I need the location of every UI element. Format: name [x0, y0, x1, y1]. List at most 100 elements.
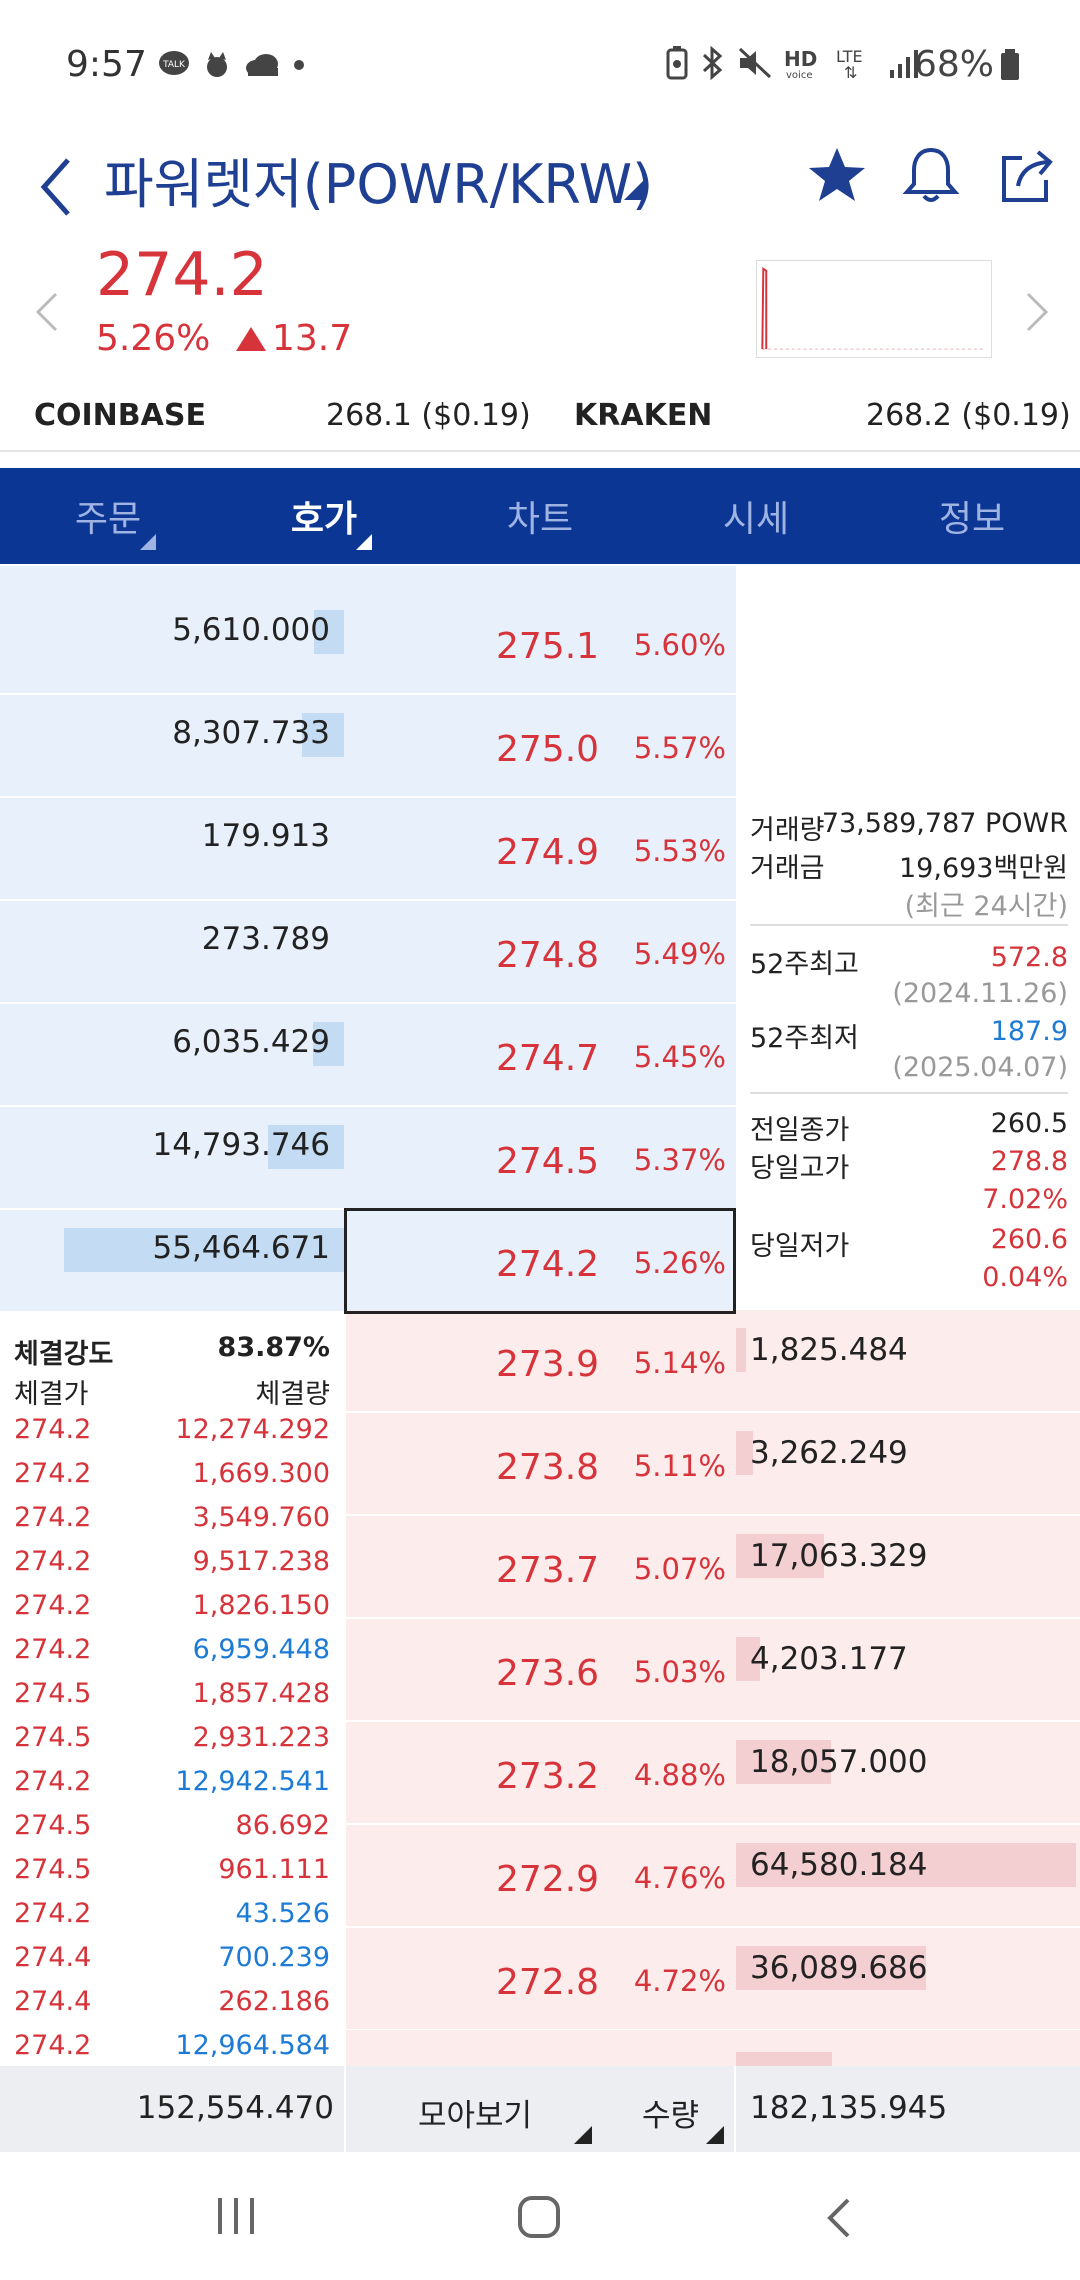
svg-text:⇅: ⇅: [844, 63, 857, 80]
bid-price: 273.7: [496, 1550, 600, 1591]
change-percent: 5.26%: [96, 318, 211, 359]
group-view-dropdown-icon[interactable]: [574, 2126, 592, 2144]
bid-row[interactable]: 273.6 5.03% 4,203.177: [346, 1619, 1080, 1722]
tab-market-price[interactable]: 시세: [648, 468, 864, 564]
change-amount-value: 13.7: [272, 318, 353, 359]
bell-icon[interactable]: [900, 144, 962, 206]
ask-price-cell[interactable]: 274.9 5.53%: [346, 798, 734, 901]
trade-volume: 43.526: [235, 1898, 330, 1929]
ask-volume-bar: [268, 1125, 344, 1169]
info-divider: [750, 924, 1068, 926]
bid-price: 273.6: [496, 1653, 600, 1694]
ask-volume: 8,307.733: [172, 715, 330, 751]
tab-info[interactable]: 정보: [864, 468, 1080, 564]
tab-orderbook-label: 호가: [290, 499, 358, 540]
tab-orderbook[interactable]: 호가: [216, 468, 432, 564]
tab-order[interactable]: 주문: [0, 468, 216, 564]
back-nav-icon[interactable]: [824, 2196, 854, 2240]
market-dropdown-icon[interactable]: [624, 180, 644, 200]
exchange-name-coinbase: COINBASE: [34, 398, 206, 433]
bid-row[interactable]: 273.9 5.14% 1,825.484: [346, 1310, 1080, 1413]
market-title[interactable]: 파워렛저(POWR/KRW): [104, 153, 654, 216]
prevclose-label: 전일종가: [750, 1115, 850, 1146]
price-summary: 274.2 5.26% 13.7: [0, 240, 1080, 380]
ask-volume-bar: [302, 713, 344, 757]
footer-divider: [344, 2066, 346, 2152]
bid-price-cell[interactable]: 273.8 5.11%: [346, 1413, 734, 1516]
bid-price-cell[interactable]: 273.2 4.88%: [346, 1722, 734, 1825]
trade-row: 274.2 6,959.448: [0, 1634, 344, 1678]
ask-row[interactable]: 179.913 274.9 5.53%: [0, 798, 736, 901]
mini-chart[interactable]: [756, 260, 992, 358]
back-icon[interactable]: [36, 152, 76, 222]
bid-price-cell[interactable]: 273.6 5.03%: [346, 1619, 734, 1722]
trade-price: 274.2: [14, 1590, 92, 1621]
favorite-star-icon[interactable]: [806, 144, 868, 206]
ask-volume-cell: 6,035.429: [0, 1004, 344, 1107]
bid-bottom-bar: [736, 2052, 832, 2066]
tab-bar: 주문 호가 차트 시세 정보: [0, 468, 1080, 564]
ask-row[interactable]: 55,464.671 274.2 5.26%: [0, 1210, 736, 1313]
ask-row[interactable]: 6,035.429 274.7 5.45%: [0, 1004, 736, 1107]
bid-row[interactable]: 273.8 5.11% 3,262.249: [346, 1413, 1080, 1516]
period-note: (최근 24시간): [904, 891, 1068, 922]
ask-percent: 5.26%: [633, 1246, 726, 1280]
bid-volume-cell: 18,057.000: [736, 1722, 1080, 1825]
ask-percent: 5.49%: [633, 937, 726, 971]
trade-row: 274.2 12,942.541: [0, 1766, 344, 1810]
bid-bottom-strip: [346, 2030, 1080, 2066]
ask-price-cell[interactable]: 274.5 5.37%: [346, 1107, 734, 1210]
trade-volume-header: 체결량: [255, 1379, 330, 1410]
bid-row[interactable]: 273.7 5.07% 17,063.329: [346, 1516, 1080, 1619]
bid-row[interactable]: 273.2 4.88% 18,057.000: [346, 1722, 1080, 1825]
bid-price-cell[interactable]: 272.9 4.76%: [346, 1825, 734, 1928]
trade-volume: 12,274.292: [175, 1414, 330, 1445]
ask-row[interactable]: 273.789 274.8 5.49%: [0, 901, 736, 1004]
ask-price-cell[interactable]: 274.8 5.49%: [346, 901, 734, 1004]
ask-row[interactable]: 5,610.000 275.1 5.60%: [0, 592, 736, 695]
trade-price: 274.5: [14, 1810, 92, 1841]
bid-volume: 36,089.686: [750, 1950, 928, 1986]
bid-volume: 18,057.000: [750, 1744, 928, 1780]
svg-text:LTE: LTE: [836, 47, 863, 66]
bid-volume-bar: [736, 1843, 1076, 1887]
ask-price-cell[interactable]: 275.0 5.57%: [346, 695, 734, 798]
bid-price-cell[interactable]: 273.7 5.07%: [346, 1516, 734, 1619]
high52-value: 572.8: [990, 942, 1068, 973]
bid-volume: 3,262.249: [750, 1435, 908, 1471]
ask-row[interactable]: 8,307.733 275.0 5.57%: [0, 695, 736, 798]
bid-volume: 4,203.177: [750, 1641, 908, 1677]
ask-price-cell[interactable]: 275.1 5.60%: [346, 592, 734, 695]
group-view-button[interactable]: 모아보기: [418, 2098, 533, 2134]
ask-row[interactable]: 14,793.746 274.5 5.37%: [0, 1107, 736, 1210]
tab-chart[interactable]: 차트: [432, 468, 648, 564]
bid-volume-cell: 36,089.686: [736, 1928, 1080, 2031]
quantity-dropdown-icon[interactable]: [706, 2126, 724, 2144]
quantity-button[interactable]: 수량: [642, 2098, 700, 2134]
exchange-name-kraken: KRAKEN: [574, 398, 713, 433]
amount-label: 거래금: [750, 853, 825, 884]
prevclose-value: 260.5: [990, 1108, 1068, 1139]
trade-volume: 86.692: [235, 1810, 330, 1841]
trade-row: 274.2 12,964.584: [0, 2030, 344, 2074]
trade-history: 체결강도 83.87% 체결가 체결량 274.2 12,274.292 274.2…: [0, 1320, 344, 2066]
home-icon[interactable]: [516, 2194, 562, 2240]
svg-text:TALK: TALK: [162, 60, 186, 70]
bid-price-cell[interactable]: 273.9 5.14%: [346, 1310, 734, 1413]
bid-percent: 5.14%: [633, 1346, 726, 1380]
recent-apps-icon[interactable]: [214, 2196, 258, 2236]
share-icon[interactable]: [996, 144, 1058, 206]
next-market-icon[interactable]: [1024, 290, 1050, 334]
bid-row[interactable]: 272.8 4.72% 36,089.686: [346, 1928, 1080, 2031]
bid-price-cell[interactable]: 272.8 4.72%: [346, 1928, 734, 2031]
trade-price: 274.5: [14, 1722, 92, 1753]
ask-price-cell[interactable]: 274.7 5.45%: [346, 1004, 734, 1107]
dot-icon: [294, 60, 304, 70]
daylow-value: 260.6: [990, 1224, 1068, 1255]
prev-market-icon[interactable]: [34, 290, 60, 334]
ask-price-cell[interactable]: 274.2 5.26%: [346, 1210, 734, 1313]
battery-percent: 68%: [913, 44, 994, 85]
trade-price: 274.4: [14, 1986, 92, 2017]
bid-row[interactable]: 272.9 4.76% 64,580.184: [346, 1825, 1080, 1928]
trade-volume: 961.111: [218, 1854, 330, 1885]
